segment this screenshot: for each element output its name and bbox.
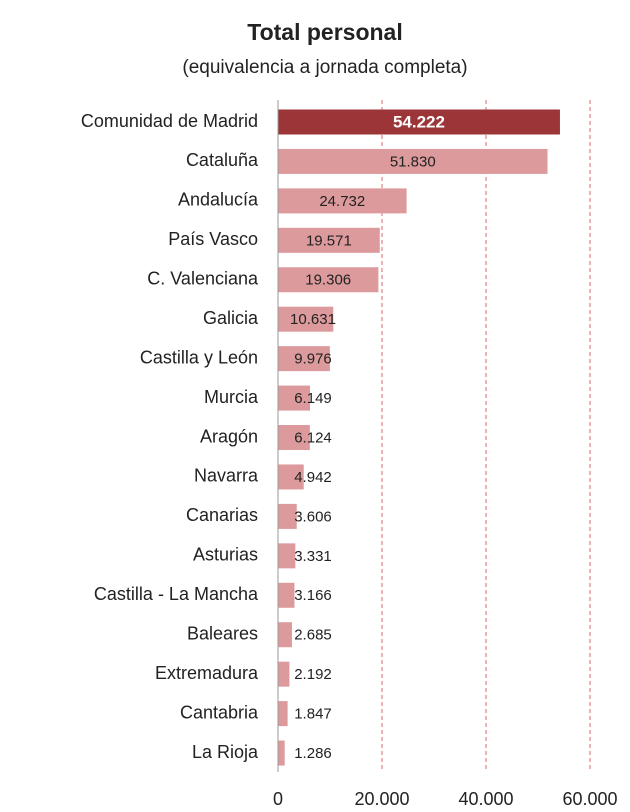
y-tick-label: Cantabria — [180, 702, 259, 722]
y-tick-label: Baleares — [187, 623, 258, 643]
y-tick-label: Aragón — [200, 426, 258, 446]
data-label: 9.976 — [294, 351, 332, 368]
x-tick-label: 0 — [273, 789, 283, 809]
bar — [278, 425, 310, 451]
y-tick-label: Navarra — [194, 466, 259, 486]
bar — [278, 148, 548, 174]
data-label: 19.571 — [306, 232, 352, 249]
bar — [278, 543, 296, 569]
y-tick-label: Castilla y León — [140, 347, 258, 367]
bar — [278, 109, 560, 135]
data-label: 6.124 — [294, 429, 332, 446]
data-label: 6.149 — [294, 390, 332, 407]
y-tick-label: Canarias — [186, 505, 258, 525]
y-tick-label: País Vasco — [168, 229, 258, 249]
y-tick-label: Castilla - La Mancha — [94, 584, 259, 604]
y-tick-label: Galicia — [203, 308, 259, 328]
data-label: 54.222 — [393, 112, 445, 131]
bar — [278, 582, 295, 608]
data-label: 2.685 — [294, 627, 332, 644]
data-label: 1.847 — [294, 706, 332, 723]
y-tick-label: Cataluña — [186, 150, 259, 170]
y-tick-label: Extremadura — [155, 663, 259, 683]
data-label: 3.166 — [294, 587, 332, 604]
data-label: 3.331 — [294, 548, 332, 565]
data-label: 24.732 — [319, 193, 365, 210]
bar — [278, 503, 297, 529]
bar — [278, 622, 292, 648]
data-label: 10.631 — [290, 311, 336, 328]
chart-subtitle: (equivalencia a jornada completa) — [182, 57, 467, 78]
data-label: 3.606 — [294, 508, 332, 525]
y-tick-label: Asturias — [193, 545, 258, 565]
x-tick-label: 60.000 — [562, 789, 617, 809]
bar — [278, 701, 288, 727]
data-label: 1.286 — [294, 745, 332, 762]
bar — [278, 385, 310, 411]
y-tick-label: Murcia — [204, 387, 259, 407]
data-label: 51.830 — [390, 153, 436, 170]
y-tick-label: Andalucía — [178, 190, 259, 210]
y-tick-label: Comunidad de Madrid — [81, 111, 258, 131]
bar — [278, 740, 285, 766]
bar — [278, 188, 407, 214]
x-tick-label: 40.000 — [458, 789, 513, 809]
bar — [278, 464, 304, 490]
bar — [278, 267, 379, 293]
y-tick-label: C. Valenciana — [147, 269, 259, 289]
chart-title: Total personal — [247, 19, 403, 45]
x-tick-label: 20.000 — [354, 789, 409, 809]
data-label: 4.942 — [294, 469, 332, 486]
bar — [278, 661, 290, 687]
data-label: 19.306 — [305, 272, 351, 289]
bar — [278, 227, 380, 253]
bar — [278, 306, 334, 332]
data-label: 2.192 — [294, 666, 332, 683]
bar — [278, 346, 330, 372]
y-tick-label: La Rioja — [192, 742, 259, 762]
